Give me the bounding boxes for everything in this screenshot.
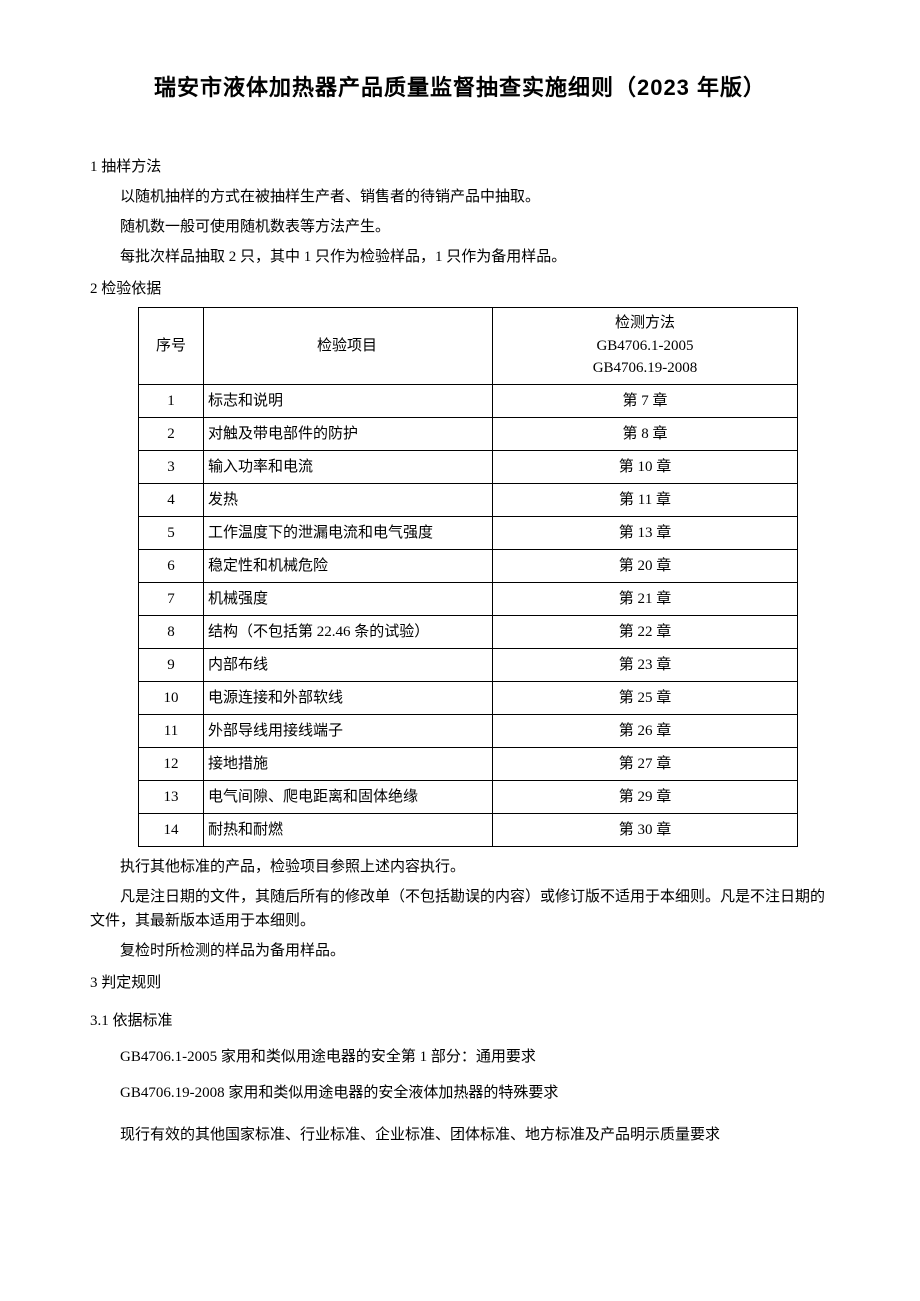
cell-seq: 11: [139, 714, 204, 747]
table-row: 14耐热和耐燃第 30 章: [139, 813, 798, 846]
section-3-1-head: 3.1 依据标准: [90, 1009, 830, 1033]
section-3-head: 3 判定规则: [90, 971, 830, 995]
cell-item: 接地措施: [204, 747, 493, 780]
std-3: 现行有效的其他国家标准、行业标准、企业标准、团体标准、地方标准及产品明示质量要求: [120, 1123, 830, 1147]
cell-seq: 13: [139, 780, 204, 813]
cell-method: 第 21 章: [493, 582, 798, 615]
cell-item: 机械强度: [204, 582, 493, 615]
table-row: 3输入功率和电流第 10 章: [139, 450, 798, 483]
th-seq: 序号: [139, 308, 204, 385]
cell-seq: 5: [139, 516, 204, 549]
table-row: 2对触及带电部件的防护第 8 章: [139, 417, 798, 450]
th-method: 检测方法 GB4706.1-2005 GB4706.19-2008: [493, 308, 798, 385]
cell-method: 第 25 章: [493, 681, 798, 714]
table-row: 12接地措施第 27 章: [139, 747, 798, 780]
table-row: 4发热第 11 章: [139, 483, 798, 516]
inspection-table: 序号 检验项目 检测方法 GB4706.1-2005 GB4706.19-200…: [138, 307, 798, 847]
cell-seq: 8: [139, 615, 204, 648]
cell-item: 发热: [204, 483, 493, 516]
cell-item: 电源连接和外部软线: [204, 681, 493, 714]
table-header-row: 序号 检验项目 检测方法 GB4706.1-2005 GB4706.19-200…: [139, 308, 798, 385]
cell-seq: 4: [139, 483, 204, 516]
cell-seq: 1: [139, 384, 204, 417]
cell-seq: 7: [139, 582, 204, 615]
document-title: 瑞安市液体加热器产品质量监督抽查实施细则（2023 年版）: [90, 70, 830, 105]
cell-item: 电气间隙、爬电距离和固体绝缘: [204, 780, 493, 813]
cell-method: 第 22 章: [493, 615, 798, 648]
cell-method: 第 7 章: [493, 384, 798, 417]
cell-item: 外部导线用接线端子: [204, 714, 493, 747]
cell-method: 第 23 章: [493, 648, 798, 681]
cell-item: 工作温度下的泄漏电流和电气强度: [204, 516, 493, 549]
cell-seq: 3: [139, 450, 204, 483]
cell-item: 结构（不包括第 22.46 条的试验）: [204, 615, 493, 648]
std-2: GB4706.19-2008 家用和类似用途电器的安全液体加热器的特殊要求: [120, 1081, 830, 1105]
cell-item: 耐热和耐燃: [204, 813, 493, 846]
table-row: 13电气间隙、爬电距离和固体绝缘第 29 章: [139, 780, 798, 813]
cell-method: 第 27 章: [493, 747, 798, 780]
cell-seq: 6: [139, 549, 204, 582]
table-body: 1标志和说明第 7 章2对触及带电部件的防护第 8 章3输入功率和电流第 10 …: [139, 384, 798, 846]
table-row: 1标志和说明第 7 章: [139, 384, 798, 417]
s2-p1: 执行其他标准的产品，检验项目参照上述内容执行。: [90, 855, 830, 879]
cell-item: 内部布线: [204, 648, 493, 681]
cell-item: 输入功率和电流: [204, 450, 493, 483]
cell-item: 标志和说明: [204, 384, 493, 417]
th-item: 检验项目: [204, 308, 493, 385]
cell-seq: 9: [139, 648, 204, 681]
cell-seq: 12: [139, 747, 204, 780]
cell-seq: 10: [139, 681, 204, 714]
s2-p3: 复检时所检测的样品为备用样品。: [90, 939, 830, 963]
cell-item: 对触及带电部件的防护: [204, 417, 493, 450]
cell-method: 第 11 章: [493, 483, 798, 516]
table-row: 5工作温度下的泄漏电流和电气强度第 13 章: [139, 516, 798, 549]
cell-method: 第 10 章: [493, 450, 798, 483]
cell-method: 第 20 章: [493, 549, 798, 582]
section-2-head: 2 检验依据: [90, 277, 830, 301]
cell-item: 稳定性和机械危险: [204, 549, 493, 582]
table-row: 7机械强度第 21 章: [139, 582, 798, 615]
cell-seq: 2: [139, 417, 204, 450]
th-method-l2: GB4706.1-2005: [596, 338, 693, 354]
table-row: 11外部导线用接线端子第 26 章: [139, 714, 798, 747]
cell-method: 第 8 章: [493, 417, 798, 450]
section-1-head: 1 抽样方法: [90, 155, 830, 179]
cell-method: 第 29 章: [493, 780, 798, 813]
cell-method: 第 30 章: [493, 813, 798, 846]
s2-p2: 凡是注日期的文件，其随后所有的修改单（不包括勘误的内容）或修订版不适用于本细则。…: [90, 885, 830, 933]
table-row: 10电源连接和外部软线第 25 章: [139, 681, 798, 714]
table-row: 8结构（不包括第 22.46 条的试验）第 22 章: [139, 615, 798, 648]
table-row: 6稳定性和机械危险第 20 章: [139, 549, 798, 582]
cell-method: 第 13 章: [493, 516, 798, 549]
th-method-l1: 检测方法: [615, 315, 675, 331]
th-method-l3: GB4706.19-2008: [593, 360, 698, 376]
s1-p2: 随机数一般可使用随机数表等方法产生。: [90, 215, 830, 239]
std-1: GB4706.1-2005 家用和类似用途电器的安全第 1 部分：通用要求: [120, 1045, 830, 1069]
cell-method: 第 26 章: [493, 714, 798, 747]
s1-p3: 每批次样品抽取 2 只，其中 1 只作为检验样品，1 只作为备用样品。: [90, 245, 830, 269]
cell-seq: 14: [139, 813, 204, 846]
table-row: 9内部布线第 23 章: [139, 648, 798, 681]
s1-p1: 以随机抽样的方式在被抽样生产者、销售者的待销产品中抽取。: [90, 185, 830, 209]
